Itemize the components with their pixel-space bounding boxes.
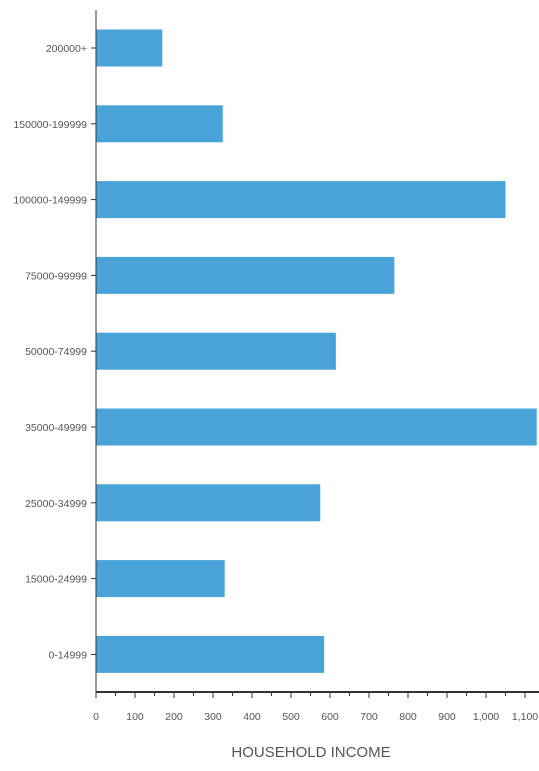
bar-15000-24999: [96, 560, 225, 598]
category-label: 200000+: [46, 43, 87, 55]
bars-group: [96, 29, 537, 673]
x-axis-title: HOUSEHOLD INCOME: [231, 744, 390, 761]
x-tick-label: 600: [321, 711, 339, 723]
x-tick-label: 1,100: [512, 711, 538, 723]
bar-200000+: [96, 29, 163, 67]
y-axis-ticks: [91, 47, 96, 655]
category-label: 50000-74999: [25, 346, 87, 358]
category-label: 15000-24999: [25, 574, 87, 586]
x-tick-label: 900: [438, 711, 456, 723]
bar-35000-49999: [96, 408, 537, 446]
bar-75000-99999: [96, 256, 395, 294]
category-label: 25000-34999: [25, 498, 87, 510]
x-tick-label: 0: [93, 711, 99, 723]
category-labels: 200000+ 150000-199999 100000-149999 75000-9…: [13, 43, 87, 661]
x-tick-label: 800: [399, 711, 417, 723]
bar-150000-199999: [96, 105, 223, 143]
category-label: 0-14999: [48, 649, 87, 661]
x-tick-label: 300: [204, 711, 222, 723]
x-tick-label: 1,000: [473, 711, 499, 723]
x-axis-ticks: [95, 692, 526, 698]
bar-100000-149999: [96, 181, 506, 219]
category-label: 100000-149999: [13, 195, 87, 207]
bar-0-14999: [96, 635, 325, 673]
x-tick-label: 200: [165, 711, 183, 723]
x-tick-labels: 0 100 200 300 400 500 600 700 800 900 1,000 1,100: [93, 711, 538, 723]
x-tick-label: 100: [126, 711, 144, 723]
bar-25000-34999: [96, 484, 321, 522]
x-tick-label: 700: [360, 711, 378, 723]
category-label: 35000-49999: [25, 422, 87, 434]
x-tick-label: 400: [243, 711, 261, 723]
x-tick-label: 500: [282, 711, 300, 723]
category-label: 75000-99999: [25, 270, 87, 282]
category-label: 150000-199999: [13, 119, 87, 131]
bar-50000-74999: [96, 332, 336, 370]
